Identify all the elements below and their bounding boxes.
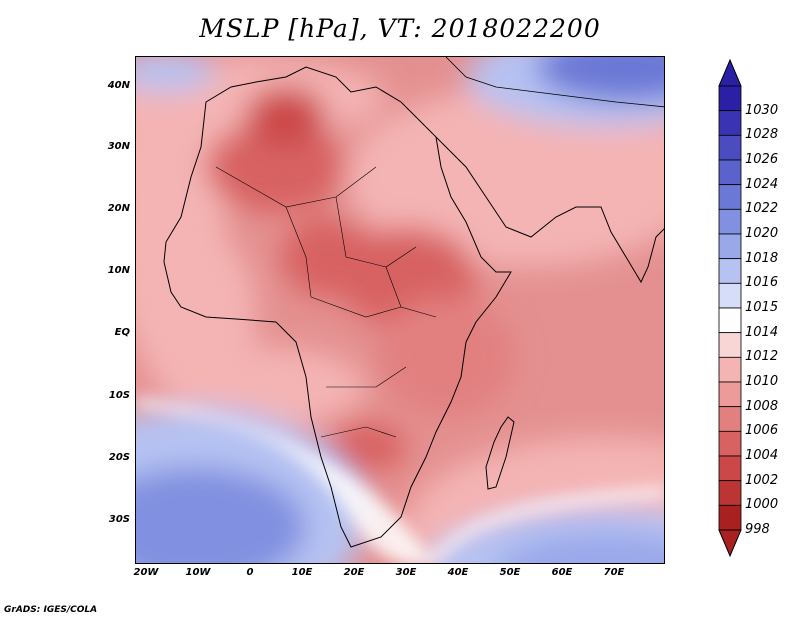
mslp-field [136,57,664,563]
colorbar-swatch [718,159,742,186]
colorbar [718,58,742,558]
colorbar-label: 1028 [745,127,779,143]
lat-label-20n: 20N [107,203,130,214]
colorbar-label: 1008 [745,398,779,414]
lon-label-0: 0 [246,567,254,578]
colorbar-swatch [718,356,742,383]
colorbar-swatch [718,480,742,506]
lat-label-30s: 30S [108,514,130,525]
colorbar-label: 1000 [745,497,779,513]
colorbar-swatch [718,307,742,334]
lon-label-40e: 40E [447,567,469,578]
colorbar-swatch [718,258,742,284]
colorbar-swatch [718,110,742,136]
coastline-madagascar [485,416,515,490]
colorbar-swatch [718,208,742,235]
colorbar-label: 1018 [745,250,779,266]
colorbar-swatch [718,381,742,408]
colorbar-label: 998 [745,522,770,537]
colorbar-bottom-arrow [718,529,742,558]
map-title: MSLP [hPa], VT: 2018022200 [199,14,601,43]
colorbar-label: 1015 [745,300,779,315]
colorbar-swatch [718,455,742,482]
country-borders [215,166,437,438]
colorbar-swatch [718,406,742,432]
colorbar-swatch [718,233,742,260]
colorbar-label: 1022 [745,201,779,217]
colorbar-label: 1024 [745,176,779,192]
colorbar-swatch [718,430,742,457]
coastline-africa [163,66,512,548]
lon-label-60e: 60E [551,567,573,578]
lon-label-20e: 20E [343,567,365,578]
lat-label-40n: 40N [107,80,130,91]
colorbar-label: 1006 [745,423,779,439]
lon-label-10e: 10E [291,567,313,578]
lon-label-70e: 70E [603,567,625,578]
colorbar-swatch [718,134,742,161]
colorbar-swatch [718,85,742,112]
colorbar-label: 1012 [745,349,779,365]
colorbar-label: 1020 [745,226,779,241]
lat-label-eq: EQ [114,327,130,338]
lon-label-20w: 20W [133,567,159,578]
lon-label-10w: 10W [185,567,211,578]
lat-label-10s: 10S [108,390,130,401]
colorbar-label: 1004 [745,448,779,463]
field-contours [136,57,664,563]
lon-label-30e: 30E [395,567,417,578]
colorbar-label: 1026 [745,152,779,167]
colorbar-label: 1002 [745,472,779,488]
colorbar-label: 1030 [745,102,779,118]
colorbar-label: 1010 [745,374,779,389]
colorbar-swatch [718,282,742,309]
footer-credit: GrADS: IGES/COLA [4,605,98,615]
colorbar-top-arrow [718,58,742,87]
colorbar-label: 1016 [745,275,779,291]
colorbar-swatch [718,332,742,358]
colorbar-swatch [718,184,742,210]
colorbar-label: 1014 [745,324,779,340]
mslp-map [135,56,665,564]
lat-label-10n: 10N [107,265,130,276]
colorbar-swatch [718,504,742,531]
lat-label-20s: 20S [108,452,130,463]
lat-label-30n: 30N [107,141,130,152]
coastline-asia [435,136,664,284]
lon-label-50e: 50E [499,567,521,578]
